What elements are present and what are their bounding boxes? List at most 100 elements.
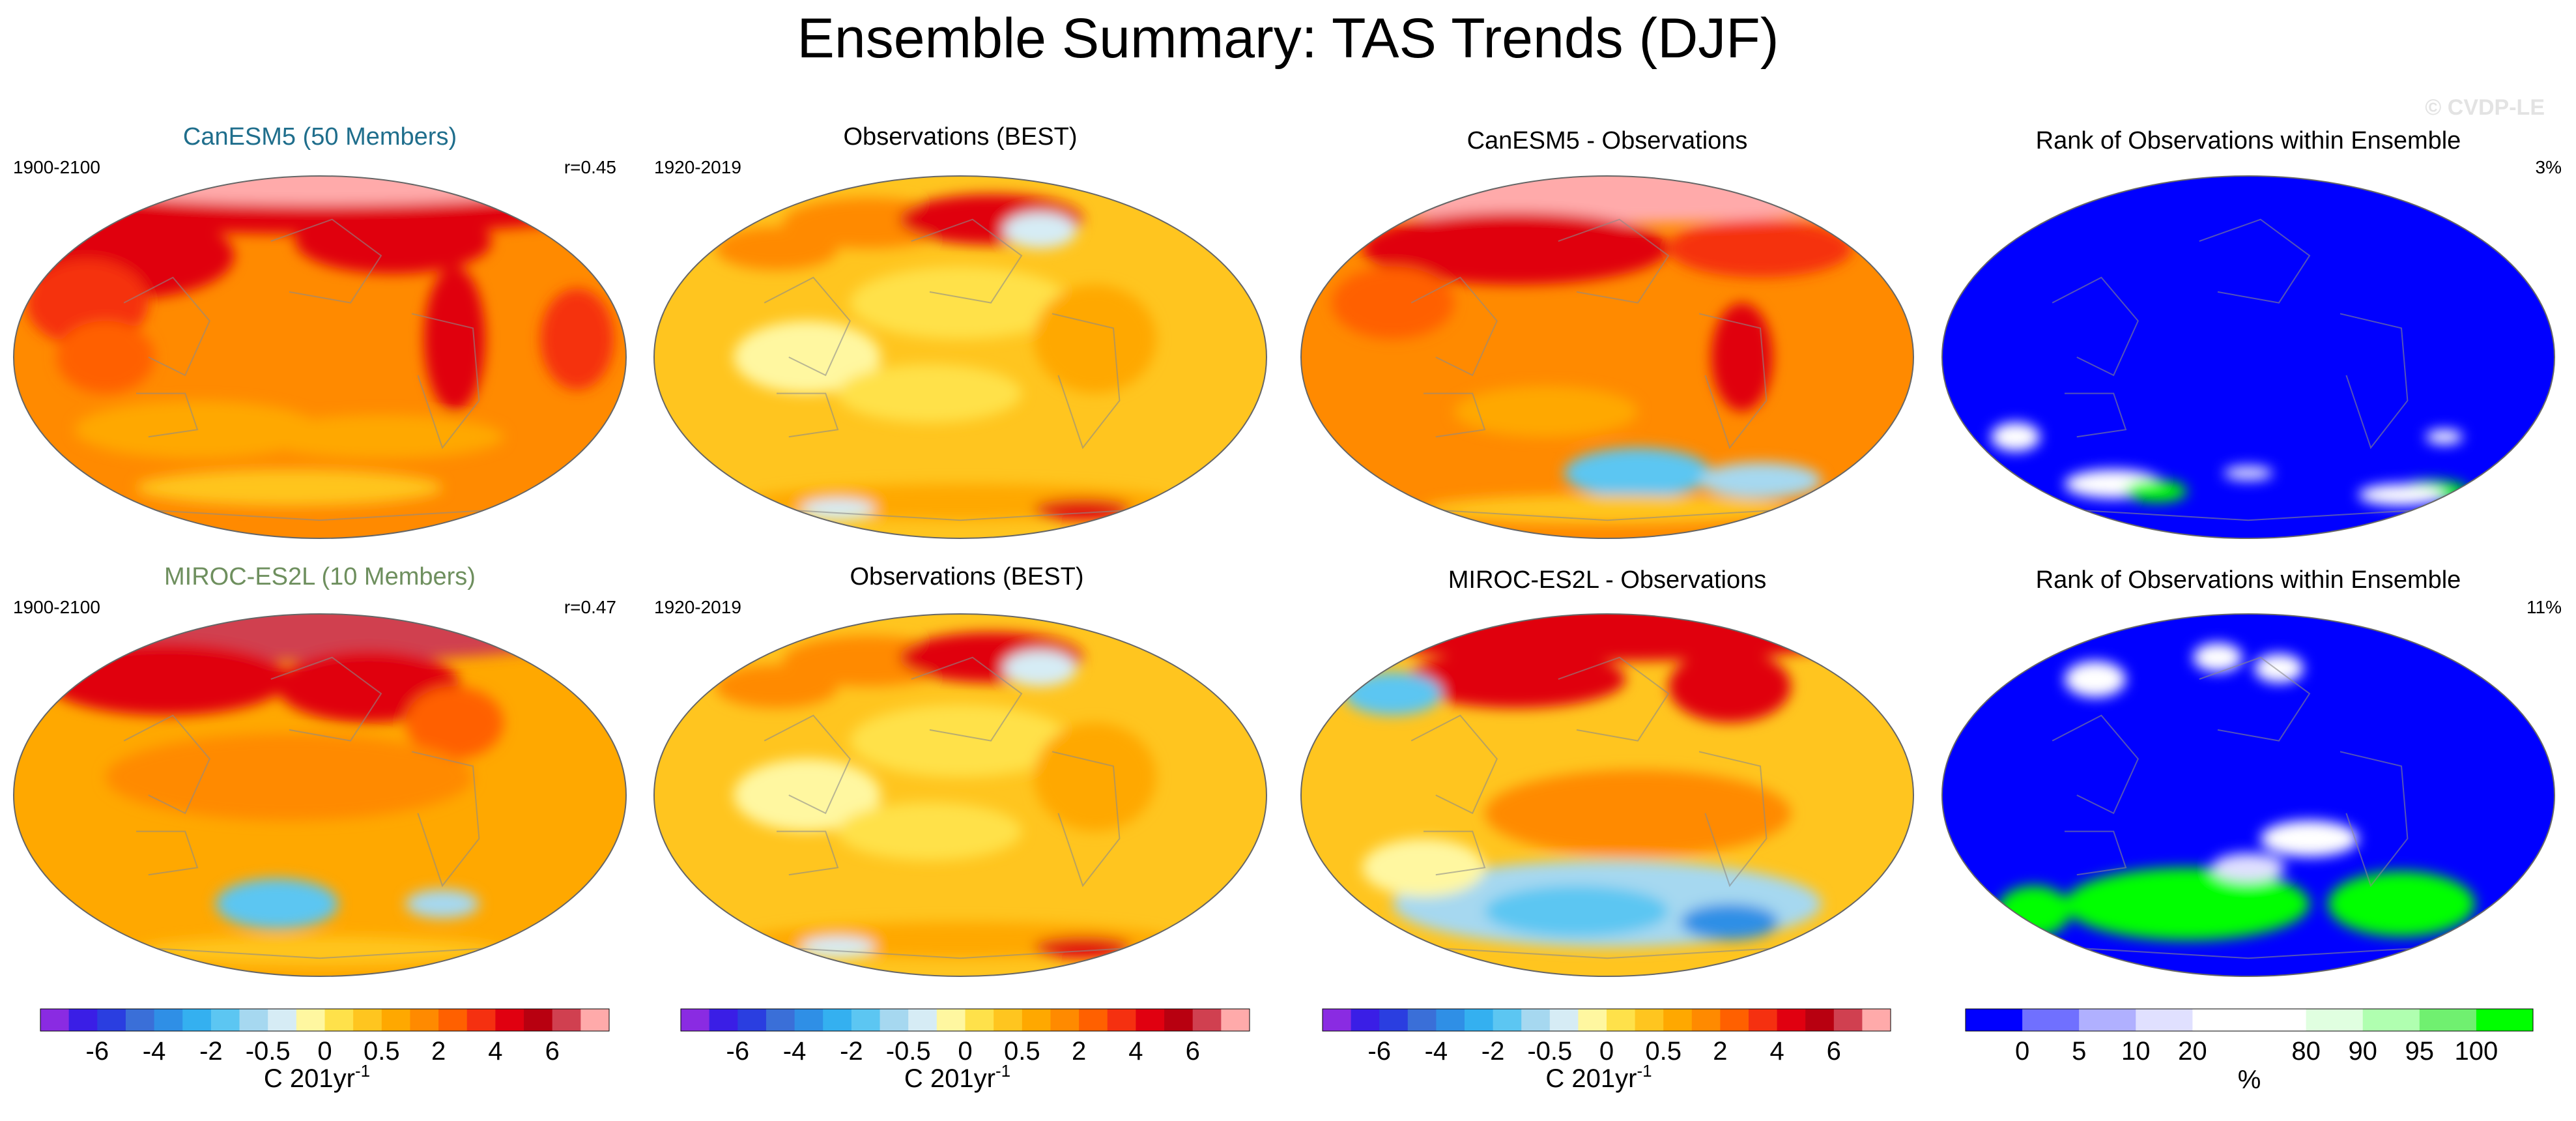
- field-region: [715, 226, 838, 270]
- field-region: [2358, 484, 2444, 506]
- colorbar-tick-label: 0.5: [1004, 1037, 1040, 1066]
- field-region: [1564, 448, 1711, 499]
- coastline: [1698, 751, 1767, 888]
- colorbar-tick-label: -0.5: [1527, 1037, 1572, 1066]
- panel-miroc-minus-obs: MIROC-ES2L - Observations: [1300, 566, 1914, 977]
- field-region: [1332, 267, 1454, 340]
- coastline: [2064, 508, 2433, 521]
- colorbar-tick-label: -2: [199, 1037, 223, 1066]
- colorbar-swatch: [524, 1009, 553, 1031]
- panel-title: Rank of Observations within Ensemble: [2036, 127, 2461, 154]
- colorbar-swatch: [1720, 1009, 1749, 1031]
- coastline: [1410, 276, 1498, 377]
- field-region: [1033, 722, 1156, 832]
- colorbar-swatch: [239, 1009, 268, 1031]
- map-field: [1942, 614, 2555, 976]
- field-region: [1668, 219, 1852, 278]
- coastline: [911, 218, 1023, 304]
- field-region: [2126, 480, 2187, 502]
- coastline: [776, 946, 1145, 959]
- field-region: [136, 936, 504, 966]
- colorbar-swatch: [851, 1009, 881, 1031]
- field-region: [1997, 886, 2071, 937]
- map-border: [653, 613, 1267, 977]
- colorbar-swatch: [823, 1009, 852, 1031]
- coastline: [764, 276, 851, 377]
- field-region: [2224, 465, 2273, 481]
- colorbar-tick-label: 2: [1713, 1037, 1727, 1066]
- coastline: [2065, 392, 2127, 438]
- field-region: [1485, 770, 1791, 857]
- colorbar-swatch: [353, 1009, 382, 1031]
- map-field: [14, 176, 626, 538]
- coastline: [270, 656, 382, 742]
- colorbar-trend: -6 -4 -2 -0.5 0 0.5 2 4 6 C 201yr-1: [680, 1008, 1250, 1093]
- colorbar-swatch: [1607, 1009, 1636, 1031]
- colorbar-tick-label: -4: [783, 1037, 807, 1066]
- map-plot: [653, 613, 1267, 977]
- colorbar-swatch: [709, 1009, 738, 1031]
- panel-miroc-mean: MIROC-ES2L (10 Members) 1900-2100 r=0.47: [13, 563, 627, 977]
- colorbar-swatch: [1691, 1009, 1721, 1031]
- map-plot: [13, 613, 627, 977]
- colorbar-swatch: [1493, 1009, 1522, 1031]
- coastline: [777, 392, 839, 438]
- colorbar-tick-label: 6: [1186, 1037, 1200, 1066]
- colorbar-tick-label: 0.5: [1645, 1037, 1682, 1066]
- field-region: [1362, 838, 1485, 897]
- colorbar-swatch: [2476, 1009, 2534, 1031]
- panel-left-label: 1920-2019: [654, 157, 741, 177]
- colorbar-swatch: [2136, 1009, 2193, 1031]
- colorbar-swatch: [1407, 1009, 1437, 1031]
- field-region: [2260, 820, 2359, 857]
- coastline: [136, 830, 199, 876]
- field-region: [1485, 886, 1668, 937]
- colorbar-frame: [1965, 1008, 2534, 1032]
- panel-title: CanESM5 - Observations: [1467, 127, 1748, 154]
- field-region: [2328, 871, 2475, 937]
- colorbar-swatch: [1966, 1009, 2023, 1031]
- colorbar-tick-label: -4: [143, 1037, 166, 1066]
- panel-canesm-mean: CanESM5 (50 Members) 1900-2100 r=0.45: [13, 123, 627, 539]
- map-border: [653, 175, 1267, 539]
- colorbar-swatch: [268, 1009, 297, 1031]
- coastline: [270, 218, 382, 304]
- field-region: [1033, 498, 1132, 521]
- colorbar-tick-label: 10: [2121, 1037, 2151, 1066]
- field-region: [1405, 650, 1626, 708]
- panel-left-label: 1920-2019: [654, 597, 741, 617]
- colorbar-tick-label: 6: [1827, 1037, 1841, 1066]
- field-region: [1332, 614, 1883, 662]
- coastline: [2199, 218, 2311, 304]
- field-region: [801, 498, 875, 521]
- coastline: [1558, 218, 1670, 304]
- colorbar-tick-label: -4: [1425, 1037, 1448, 1066]
- colorbar-swatch: [410, 1009, 439, 1031]
- colorbar-tick-label: 90: [2348, 1037, 2377, 1066]
- field-region: [44, 643, 289, 716]
- colorbar-swatch: [1050, 1009, 1080, 1031]
- colorbar-units: C 201yr-1: [1545, 1061, 1652, 1093]
- map-border: [1941, 175, 2555, 539]
- colorbar-tick-label: -6: [86, 1037, 109, 1066]
- colorbar-swatch: [681, 1009, 710, 1031]
- map-border: [13, 613, 627, 977]
- coastline: [136, 946, 504, 959]
- coastline: [136, 392, 199, 438]
- field-region: [1362, 212, 1668, 285]
- colorbar-swatch: [466, 1009, 496, 1031]
- colorbar-swatch: [2306, 1009, 2364, 1031]
- colorbar-tick-label: -2: [840, 1037, 863, 1066]
- field-region: [216, 878, 339, 929]
- colorbar-swatch: [994, 1009, 1023, 1031]
- panel-right-label: r=0.45: [564, 157, 616, 177]
- colorbar-swatch: [936, 1009, 966, 1031]
- colorbar-tick-label: -6: [1367, 1037, 1391, 1066]
- colorbar-tick-label: -2: [1481, 1037, 1505, 1066]
- panel-rank-miroc: Rank of Observations within Ensemble 11%: [1941, 566, 2562, 977]
- colorbar-swatch: [381, 1009, 410, 1031]
- colorbar-tick-label: 0.5: [364, 1037, 400, 1066]
- colorbar-swatch: [154, 1009, 183, 1031]
- colorbar-swatch: [1164, 1009, 1194, 1031]
- colorbar-tick-label: -0.5: [886, 1037, 931, 1066]
